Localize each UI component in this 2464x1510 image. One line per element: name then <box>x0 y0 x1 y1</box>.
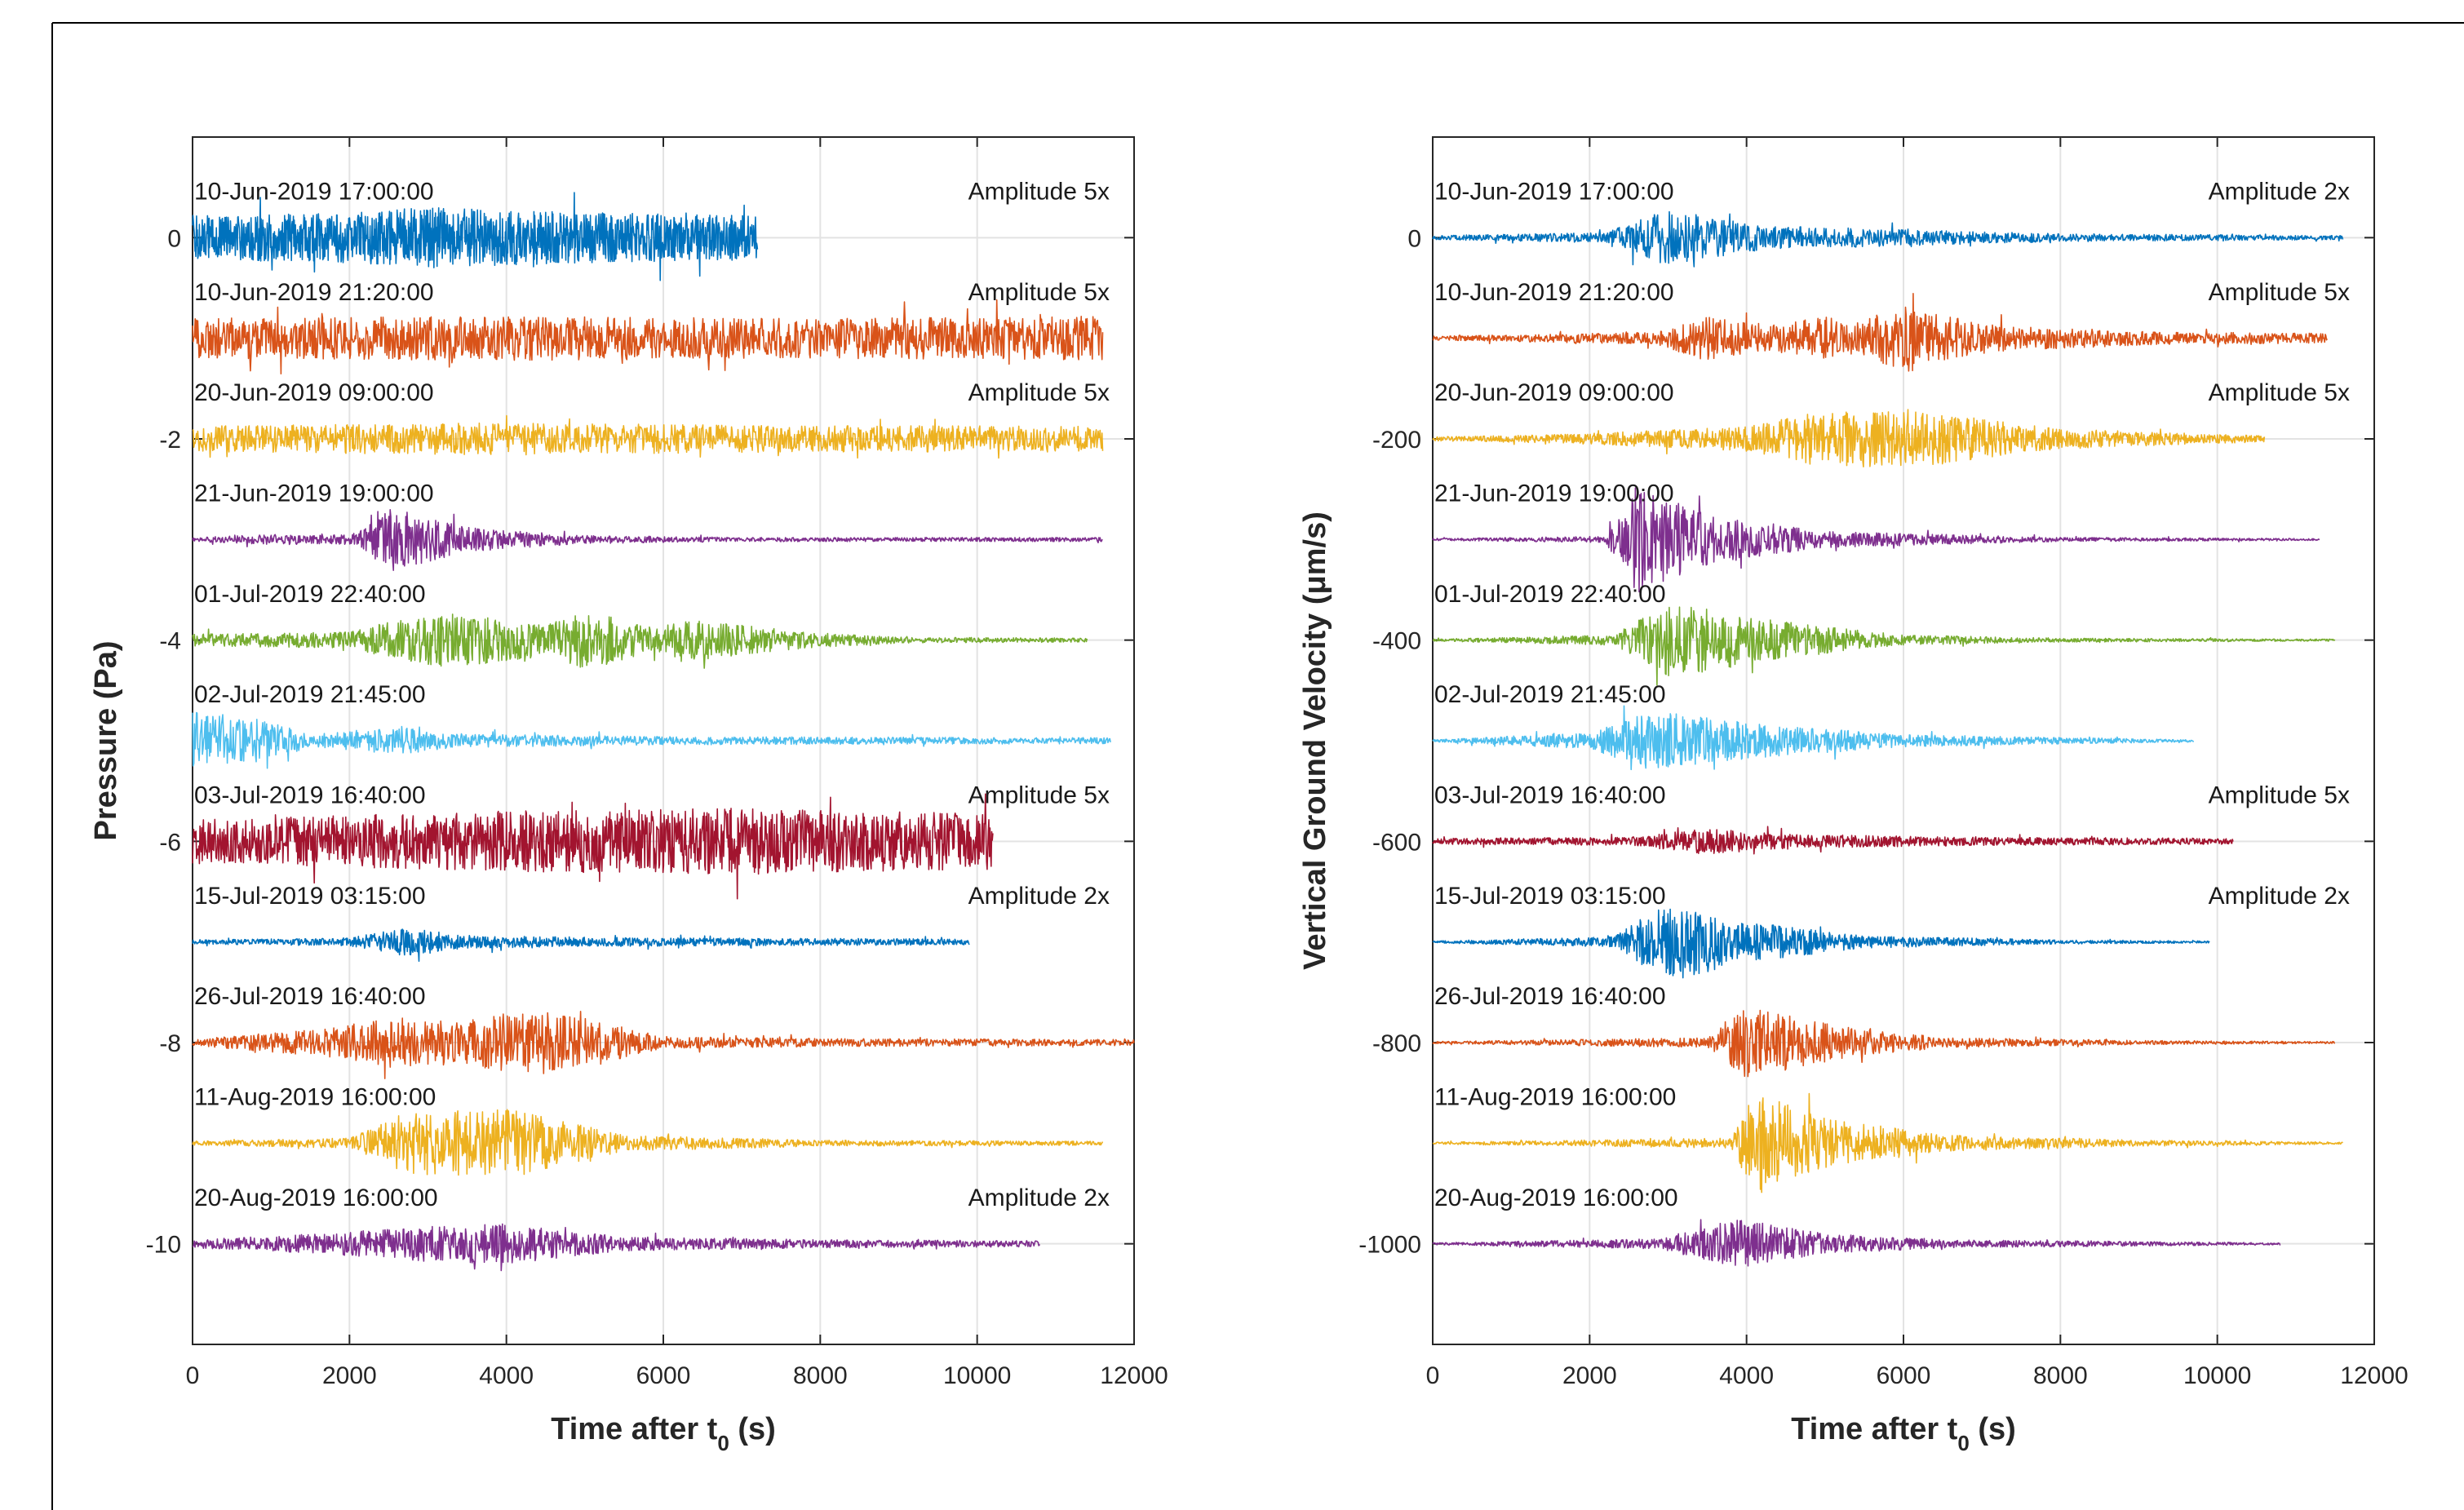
y-tick-label: -4 <box>159 628 181 655</box>
series-trace <box>1432 210 2344 268</box>
y-tick-label: -10 <box>146 1232 181 1259</box>
series-trace <box>1432 705 2195 771</box>
x-tick-label: 8000 <box>2033 1362 2088 1389</box>
x-tick-label: 6000 <box>636 1362 691 1389</box>
series-trace <box>192 299 1104 374</box>
x-tick-label: 4000 <box>1719 1362 1774 1389</box>
x-tick-label: 6000 <box>1877 1362 1931 1389</box>
series-date-label: 02-Jul-2019 21:45:00 <box>194 681 426 708</box>
amplitude-annotation: Amplitude 5x <box>2209 379 2350 406</box>
x-tick-label: 0 <box>1426 1362 1440 1389</box>
series-trace <box>192 793 994 900</box>
pressure-chart: 0 2000 4000 6000 8000 10000 12000 0 -2 -4 -6 -8 -10 1… <box>89 136 1168 1455</box>
amplitude-annotation: Amplitude 5x <box>968 178 1110 205</box>
series-trace <box>192 711 1111 769</box>
y-axis-label: Vertical Ground Velocity (μm/s) <box>1298 511 1332 970</box>
x-tick-label: 12000 <box>2340 1362 2408 1389</box>
x-axis-label-unit: (s) <box>729 1412 776 1446</box>
x-tick-label: 10000 <box>2183 1362 2251 1389</box>
y-axis-label: Pressure (Pa) <box>89 640 123 840</box>
series-date-label: 11-Aug-2019 16:00:00 <box>194 1083 436 1110</box>
y-tick-label: -6 <box>159 829 181 856</box>
x-tick-label: 8000 <box>793 1362 848 1389</box>
series-trace <box>1432 409 2266 467</box>
y-tick-label: 0 <box>1407 225 1421 252</box>
series-date-label: 01-Jul-2019 22:40:00 <box>194 581 426 608</box>
series-trace <box>1432 826 2234 855</box>
x-axis-label-subscript: 0 <box>1957 1431 1969 1455</box>
series-trace <box>1432 293 2329 372</box>
series-date-label: 26-Jul-2019 16:40:00 <box>1434 983 1666 1010</box>
series-trace <box>192 414 1104 459</box>
x-axis-label-unit: (s) <box>1970 1412 2016 1446</box>
y-tick-label: -800 <box>1372 1030 1421 1057</box>
y-tick-label: -400 <box>1372 628 1421 655</box>
series-date-label: 03-Jul-2019 16:40:00 <box>194 782 426 808</box>
x-axis-label-main: Time after t <box>1791 1412 1957 1446</box>
series-trace <box>192 509 1103 571</box>
amplitude-annotation: Amplitude 5x <box>2209 782 2350 808</box>
amplitude-annotation: Amplitude 5x <box>2209 279 2350 306</box>
series-date-label: 10-Jun-2019 17:00:00 <box>1434 178 1674 205</box>
x-axis-label: Time after t0 (s) <box>1791 1412 2016 1455</box>
series-date-label: 21-Jun-2019 19:00:00 <box>1434 480 1674 507</box>
series-trace <box>192 1011 1135 1079</box>
series-date-label: 11-Aug-2019 16:00:00 <box>1434 1083 1676 1110</box>
x-axis-label: Time after t0 (s) <box>551 1412 776 1455</box>
amplitude-annotation: Amplitude 5x <box>968 782 1110 808</box>
amplitude-annotation: Amplitude 2x <box>968 883 1110 910</box>
series-date-label: 15-Jul-2019 03:15:00 <box>194 883 426 910</box>
series-trace <box>192 1223 1041 1272</box>
series-trace <box>1432 1009 2335 1078</box>
series-date-label: 20-Aug-2019 16:00:00 <box>1434 1185 1678 1211</box>
amplitude-annotation: Amplitude 5x <box>968 279 1110 306</box>
series-trace <box>192 928 970 962</box>
amplitude-annotation: Amplitude 2x <box>968 1185 1110 1211</box>
y-tick-label: -1000 <box>1358 1232 1421 1259</box>
series-date-label: 10-Jun-2019 21:20:00 <box>1434 279 1674 306</box>
series-date-label: 21-Jun-2019 19:00:00 <box>194 480 434 507</box>
series-trace <box>1432 1219 2281 1267</box>
x-tick-label: 2000 <box>1562 1362 1617 1389</box>
series-trace <box>1432 908 2210 979</box>
series-date-label: 10-Jun-2019 21:20:00 <box>194 279 434 306</box>
x-tick-label: 10000 <box>943 1362 1011 1389</box>
series-trace <box>192 1109 1104 1176</box>
series-date-label: 20-Jun-2019 09:00:00 <box>194 379 434 406</box>
series-date-label: 15-Jul-2019 03:15:00 <box>1434 883 1666 910</box>
x-tick-label: 2000 <box>322 1362 377 1389</box>
series-trace <box>192 613 1088 669</box>
series-trace <box>1432 1092 2343 1193</box>
amplitude-annotation: Amplitude 2x <box>2209 883 2350 910</box>
x-axis-label-main: Time after t <box>551 1412 717 1446</box>
ground-velocity-chart: 0 2000 4000 6000 8000 10000 12000 0 -200 -400 -600… <box>1298 136 2409 1455</box>
series-trace <box>1432 606 2336 686</box>
x-axis-label-subscript: 0 <box>717 1431 729 1455</box>
x-tick-label: 12000 <box>1100 1362 1168 1389</box>
amplitude-annotation: Amplitude 2x <box>2209 178 2350 205</box>
y-tick-label: -2 <box>159 427 181 454</box>
series-trace <box>192 192 759 281</box>
series-date-label: 20-Aug-2019 16:00:00 <box>194 1185 438 1211</box>
x-tick-label: 0 <box>186 1362 200 1389</box>
amplitude-annotation: Amplitude 5x <box>968 379 1110 406</box>
y-tick-label: -8 <box>159 1030 181 1057</box>
series-date-label: 26-Jul-2019 16:40:00 <box>194 983 426 1010</box>
y-tick-label: 0 <box>167 225 181 252</box>
y-tick-label: -600 <box>1372 829 1421 856</box>
series-date-label: 02-Jul-2019 21:45:00 <box>1434 681 1666 708</box>
series-date-label: 03-Jul-2019 16:40:00 <box>1434 782 1666 808</box>
series-date-label: 20-Jun-2019 09:00:00 <box>1434 379 1674 406</box>
series-date-label: 01-Jul-2019 22:40:00 <box>1434 581 1666 608</box>
y-tick-label: -200 <box>1372 427 1421 454</box>
series-trace <box>1432 487 2320 593</box>
x-tick-label: 4000 <box>479 1362 534 1389</box>
series-date-label: 10-Jun-2019 17:00:00 <box>194 178 434 205</box>
